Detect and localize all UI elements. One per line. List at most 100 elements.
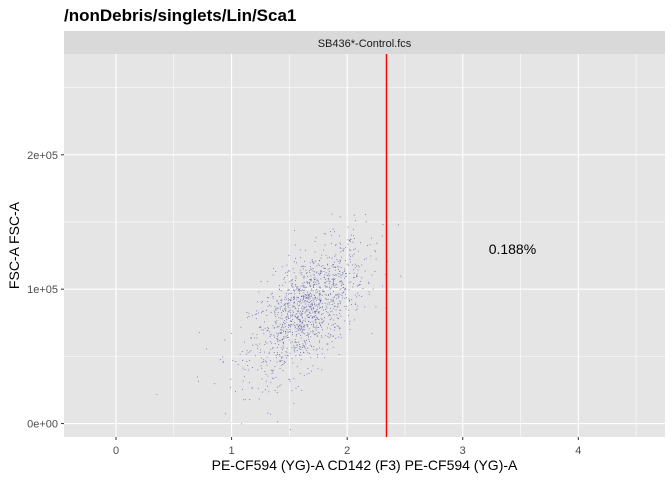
data-point [332,335,334,337]
data-point [293,301,295,303]
data-point [369,244,371,246]
gate-percentage-label: 0.188% [489,241,536,257]
data-point [307,336,309,338]
data-point [315,304,317,306]
data-point [308,341,310,343]
data-point [279,308,281,310]
data-point [294,327,296,329]
data-point [313,274,315,276]
data-point [313,315,315,317]
data-point [283,330,285,332]
data-point [320,271,322,273]
data-point [312,287,314,288]
data-point [372,288,374,290]
data-point [316,271,318,273]
data-point [269,334,271,336]
data-point [356,275,358,277]
data-point [324,282,326,284]
data-point [343,289,345,291]
data-point [353,277,354,279]
x-tick-label: 4 [575,445,581,457]
data-point [371,237,372,239]
data-point [302,343,304,345]
data-point [350,239,352,241]
data-point [356,296,358,298]
data-point [280,299,282,301]
data-point [275,357,277,359]
data-point [318,312,320,314]
data-point [284,337,286,339]
data-point [276,421,278,423]
data-point [293,305,295,307]
data-point [333,314,335,316]
data-point [341,295,343,296]
data-point [267,305,269,307]
data-point [340,281,342,283]
data-point [307,334,309,336]
data-point [298,332,300,334]
data-point [299,318,301,320]
data-point [316,280,318,281]
data-point [317,283,319,285]
data-point [281,318,283,320]
y-tick-label: 2e+05 [27,150,58,162]
data-point [332,300,334,302]
data-point [286,264,288,266]
data-point [303,287,305,289]
data-point [304,300,306,302]
data-point [301,289,303,291]
data-point [305,269,307,271]
data-point [289,339,291,341]
data-point [214,383,216,385]
data-point [324,282,326,284]
data-point [282,339,284,341]
data-point [297,288,299,290]
data-point [294,341,296,343]
data-point [295,316,296,317]
data-point [303,295,305,297]
data-point [301,328,303,330]
data-point [289,304,291,306]
data-point [287,289,289,291]
data-point [294,339,296,340]
data-point [311,302,313,304]
data-point [282,321,284,323]
data-point [333,283,335,285]
data-point [276,301,278,302]
data-point [289,353,291,354]
data-point [349,320,351,322]
data-point [320,270,322,272]
data-point [315,289,317,291]
y-axis-ticks: 0e+00 1e+05 2e+05 [27,150,64,431]
data-point [302,285,304,287]
data-point [315,297,317,299]
data-point [266,330,268,332]
data-point [329,307,331,309]
data-point [282,370,284,372]
data-point [345,288,347,290]
data-point [333,319,335,321]
data-point [301,295,303,297]
data-point [313,308,315,310]
data-point [308,297,310,299]
data-point [293,378,295,380]
data-point [332,300,334,302]
data-point [344,297,346,299]
data-point [335,283,337,285]
data-point [292,286,294,288]
data-point [284,297,286,299]
data-point [348,239,350,241]
data-point [288,309,290,311]
data-point [296,317,298,319]
data-point [302,298,304,300]
data-point [286,298,288,300]
chart-title: /nonDebris/singlets/Lin/Sca1 [64,6,296,25]
data-point [316,288,318,290]
data-point [274,366,276,367]
data-point [309,285,311,287]
data-point [249,359,250,361]
data-point [308,317,310,319]
data-point [327,268,329,270]
data-point [248,382,250,384]
data-point [335,254,337,256]
